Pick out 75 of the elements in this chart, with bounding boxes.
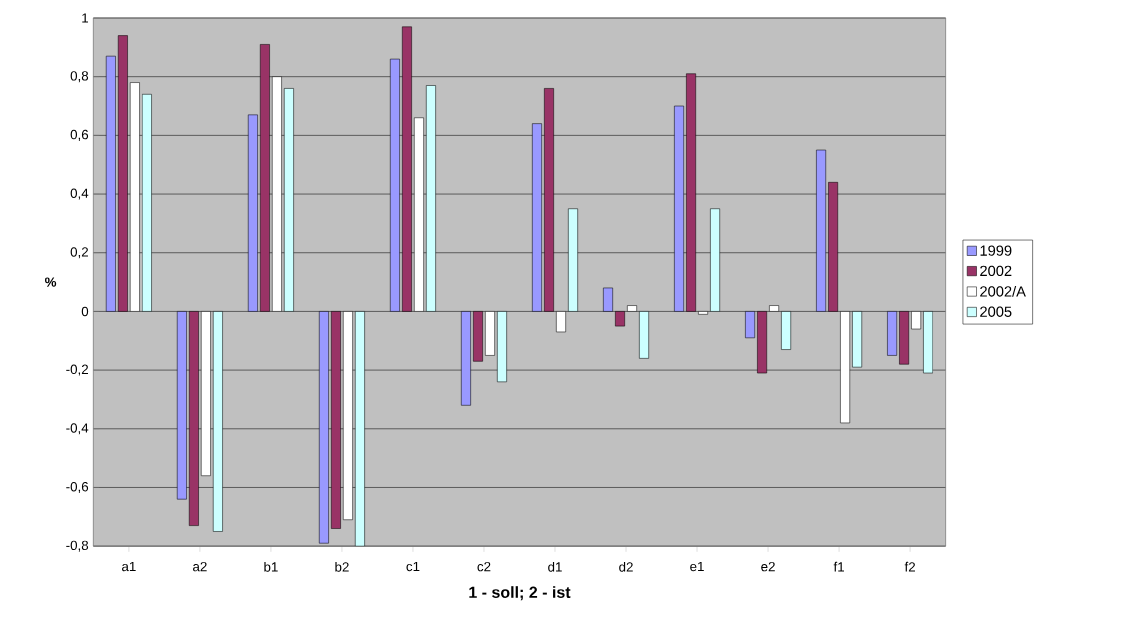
x-tick-label: c2 — [477, 561, 491, 572]
x-tick-label: f1 — [833, 561, 844, 572]
bar — [105, 55, 116, 312]
x-tick-label: c1 — [406, 561, 420, 572]
y-tick-label: 0,6 — [70, 129, 89, 141]
y-tick-label: 1 — [82, 13, 89, 23]
x-tick-label: d2 — [619, 561, 633, 572]
bar — [603, 287, 613, 312]
bar — [259, 44, 270, 312]
y-tick-label: 0,2 — [70, 247, 88, 259]
bar — [568, 208, 578, 312]
bar — [887, 311, 898, 356]
bar — [414, 117, 424, 312]
bar — [639, 311, 649, 359]
bar — [686, 73, 696, 312]
bar — [426, 85, 436, 312]
x-tick-label: e2 — [761, 561, 775, 572]
bar — [141, 93, 152, 312]
y-tick-label: -0,8 — [66, 540, 89, 552]
bar — [615, 311, 625, 327]
bar — [627, 305, 637, 312]
bar — [544, 88, 554, 312]
bar — [117, 35, 128, 312]
bar — [816, 149, 827, 312]
bar — [674, 105, 684, 312]
bar — [840, 311, 851, 424]
bar — [390, 58, 400, 312]
bar — [710, 208, 720, 312]
bar — [828, 181, 839, 312]
y-tick-label: 0,4 — [70, 188, 89, 200]
bar — [461, 311, 471, 406]
x-tick-label: a2 — [193, 561, 207, 572]
bar — [781, 311, 791, 350]
bar — [212, 311, 223, 532]
bar — [899, 311, 910, 365]
x-tick-label: e1 — [690, 561, 704, 572]
bar — [200, 311, 211, 476]
bar — [532, 123, 542, 312]
bar — [745, 311, 755, 339]
bar — [176, 311, 187, 500]
bar — [698, 311, 708, 315]
bar — [319, 311, 329, 544]
bar — [485, 311, 495, 356]
x-tick-label: b2 — [335, 561, 349, 572]
x-tick-label: f2 — [904, 561, 915, 572]
bar — [331, 311, 341, 529]
bar — [911, 311, 922, 330]
x-tick-label: b1 — [264, 561, 278, 572]
y-tick-label: 0,8 — [70, 71, 89, 83]
legend-label: 1999 — [980, 245, 1012, 256]
y-tick-label: -0,2 — [66, 364, 88, 376]
bar — [923, 311, 934, 374]
x-axis-title: 1 - soll; 2 - ist — [469, 586, 571, 601]
bar — [188, 311, 199, 526]
bar — [271, 76, 282, 312]
x-tick-label: a1 — [122, 561, 136, 572]
bar — [769, 305, 779, 312]
x-tick-label: d1 — [548, 561, 562, 572]
y-tick-label: 0 — [81, 306, 89, 317]
bar — [343, 311, 353, 520]
bar — [247, 114, 258, 312]
bar — [283, 88, 294, 312]
bar — [129, 82, 140, 312]
legend-label: 2002 — [980, 265, 1012, 276]
y-axis-title: % — [45, 277, 57, 287]
y-tick-label: -0,6 — [66, 481, 89, 493]
bar — [402, 26, 412, 312]
bar — [473, 311, 483, 362]
legend-label: 2002/A — [980, 285, 1026, 297]
legend-label: 2005 — [980, 306, 1012, 317]
bar — [757, 311, 767, 374]
y-tick-label: -0,4 — [66, 423, 89, 435]
bar — [556, 311, 566, 333]
bar — [497, 311, 507, 383]
bar — [852, 311, 863, 368]
